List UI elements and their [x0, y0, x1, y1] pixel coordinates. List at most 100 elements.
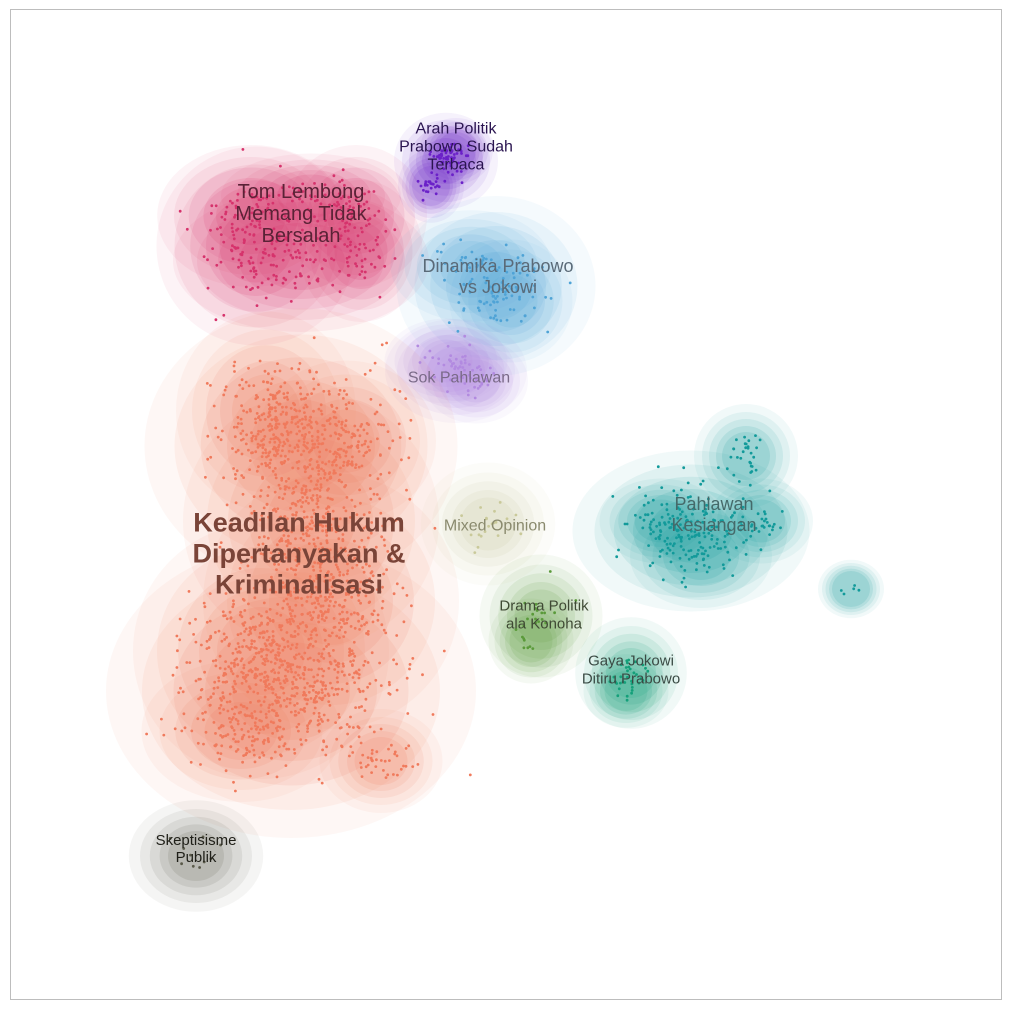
data-point — [351, 664, 354, 667]
data-point — [731, 574, 735, 577]
data-point — [269, 551, 273, 555]
data-point — [454, 365, 457, 369]
data-point — [242, 409, 246, 413]
data-point — [308, 258, 312, 261]
data-point — [250, 431, 253, 435]
data-point — [442, 649, 446, 653]
data-point — [247, 216, 251, 220]
data-point — [632, 671, 636, 675]
data-point — [294, 558, 298, 562]
data-point — [220, 639, 224, 643]
data-point — [279, 413, 283, 416]
data-point — [223, 218, 227, 221]
data-point — [288, 697, 292, 701]
data-point — [534, 602, 538, 606]
density-contour — [694, 404, 798, 508]
density-contour — [220, 361, 312, 461]
data-point — [654, 537, 658, 540]
data-point — [265, 196, 269, 200]
data-point — [240, 264, 243, 268]
data-point — [330, 405, 334, 408]
data-point — [329, 599, 332, 603]
data-point — [379, 727, 383, 731]
data-point — [324, 753, 328, 757]
data-point — [690, 555, 694, 559]
data-point — [296, 449, 300, 453]
data-point — [469, 280, 472, 284]
data-point — [756, 512, 760, 516]
data-point — [739, 528, 742, 532]
data-point — [353, 671, 356, 675]
data-point — [236, 663, 240, 667]
density-contour — [419, 118, 493, 184]
data-point — [230, 707, 234, 711]
data-point — [234, 647, 238, 651]
data-point — [370, 771, 373, 774]
data-point — [233, 370, 236, 373]
data-point — [452, 153, 456, 156]
data-point — [273, 370, 277, 373]
data-point — [744, 446, 748, 450]
data-point — [244, 627, 248, 631]
data-point — [233, 245, 237, 249]
data-point — [290, 367, 294, 370]
data-point — [267, 398, 271, 401]
data-point — [189, 853, 192, 857]
data-point — [451, 362, 454, 366]
data-point — [288, 270, 291, 273]
data-point — [463, 382, 467, 385]
data-point — [245, 433, 249, 437]
data-point — [321, 748, 324, 752]
data-point — [181, 690, 185, 694]
data-point — [239, 703, 243, 707]
data-point — [385, 341, 388, 345]
data-point — [651, 498, 655, 502]
data-point — [226, 733, 230, 736]
data-point — [262, 753, 266, 757]
data-point — [458, 365, 462, 369]
density-contour — [509, 619, 553, 663]
data-point — [523, 314, 527, 318]
density-contour — [584, 626, 678, 720]
data-point — [247, 448, 250, 452]
data-point — [481, 373, 485, 377]
data-point — [638, 486, 641, 489]
data-point — [307, 637, 311, 641]
data-point — [267, 194, 271, 198]
data-point — [732, 473, 736, 477]
data-point — [623, 522, 627, 526]
data-point — [617, 687, 621, 691]
density-contour — [200, 357, 402, 535]
data-point — [252, 753, 256, 757]
data-point — [337, 393, 341, 396]
data-point — [338, 573, 342, 577]
data-point — [440, 154, 444, 158]
data-point — [239, 587, 242, 591]
data-point — [489, 316, 492, 320]
density-contour — [479, 554, 603, 678]
data-point — [624, 666, 628, 669]
density-contour — [203, 178, 299, 254]
data-point — [258, 728, 262, 731]
cluster-label-line: Dipertanyakan & — [192, 538, 405, 568]
data-point — [228, 642, 231, 646]
data-point — [271, 508, 275, 512]
density-contour — [489, 564, 593, 668]
data-point — [219, 233, 223, 237]
data-point — [457, 161, 460, 165]
density-contour — [488, 598, 574, 684]
data-point — [779, 526, 782, 530]
data-point — [279, 461, 283, 464]
data-point — [672, 489, 676, 493]
data-point — [232, 233, 236, 237]
data-point — [245, 225, 249, 229]
data-point — [335, 463, 338, 467]
data-point — [408, 667, 411, 671]
data-point — [293, 703, 296, 707]
density-contour — [384, 318, 508, 404]
data-point — [324, 610, 327, 614]
data-point — [254, 724, 257, 728]
data-point — [650, 511, 654, 515]
data-point — [445, 157, 449, 161]
data-point — [288, 559, 291, 563]
